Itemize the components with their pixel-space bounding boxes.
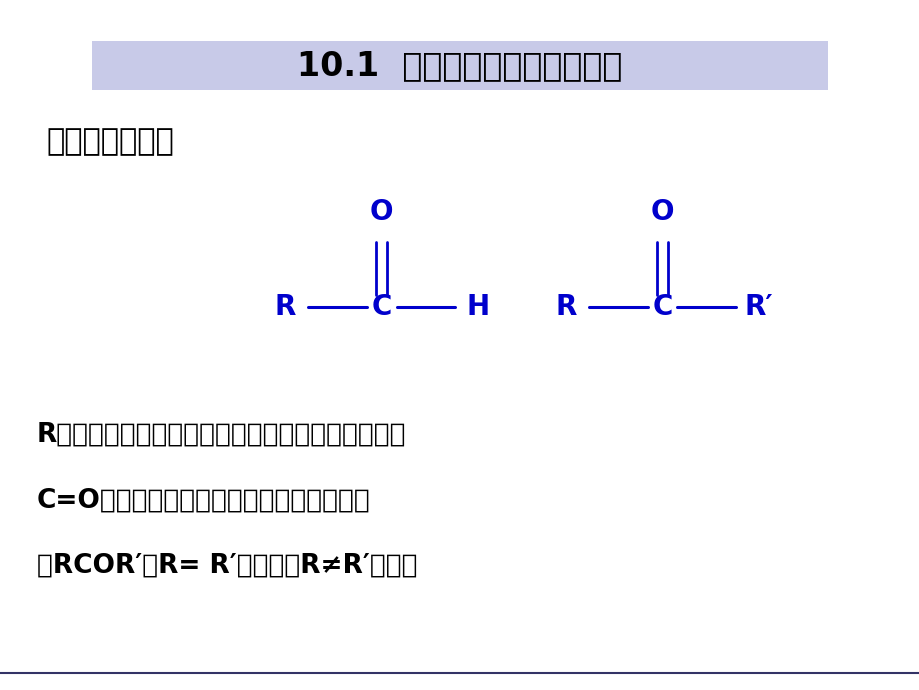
FancyBboxPatch shape — [92, 41, 827, 90]
Text: C=O数目：一元醛酮、二元醛酮、多元醛酮: C=O数目：一元醛酮、二元醛酮、多元醛酮 — [37, 487, 370, 513]
Text: O: O — [369, 197, 393, 226]
Text: R－结构：饱和醛酮、不饱和醛酮、芳香醛酮、环酮: R－结构：饱和醛酮、不饱和醛酮、芳香醛酮、环酮 — [37, 422, 406, 448]
Text: H: H — [466, 293, 490, 321]
Text: C: C — [371, 293, 391, 321]
Text: 一、醛酮的分类: 一、醛酮的分类 — [46, 127, 174, 156]
Text: R: R — [554, 293, 576, 321]
Text: R: R — [274, 293, 296, 321]
Text: O: O — [650, 197, 674, 226]
Text: 酮RCOR′：R= R′，单酮；R≠R′，混酮: 酮RCOR′：R= R′，单酮；R≠R′，混酮 — [37, 553, 417, 579]
Text: R′: R′ — [743, 293, 773, 321]
Text: 10.1  醛酮的分类、命名和结构: 10.1 醛酮的分类、命名和结构 — [297, 49, 622, 82]
Text: C: C — [652, 293, 672, 321]
